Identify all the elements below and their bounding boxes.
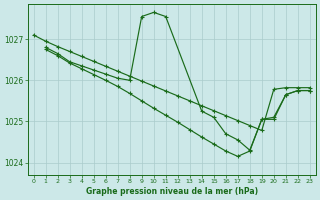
X-axis label: Graphe pression niveau de la mer (hPa): Graphe pression niveau de la mer (hPa): [86, 187, 258, 196]
